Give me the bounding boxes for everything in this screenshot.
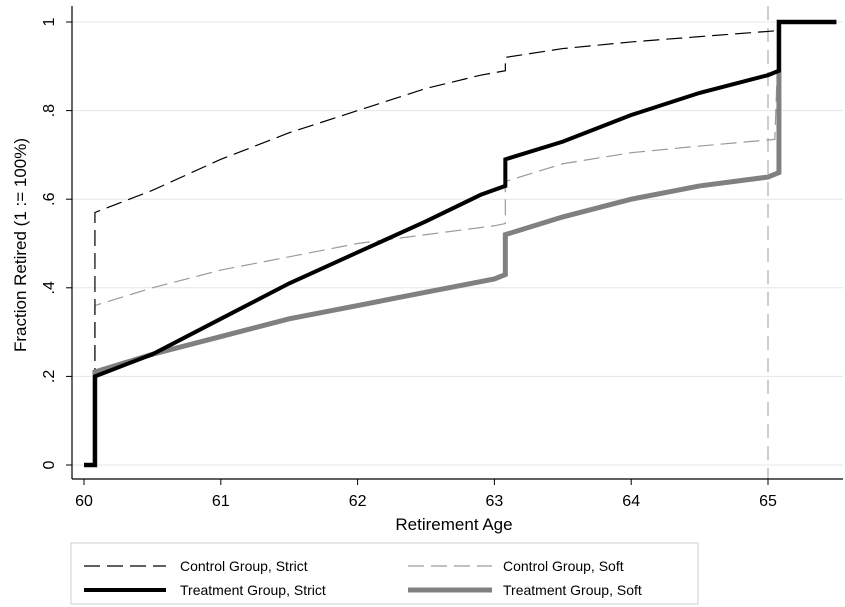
y-tick-label-1: .2 (41, 370, 58, 383)
x-tick-label-3: 63 (486, 493, 504, 510)
axes: 0 .2 .4 .6 .8 1 60 61 62 63 64 65 (41, 6, 843, 510)
x-tick-label-4: 64 (622, 493, 640, 510)
y-tick-label-4: .8 (41, 104, 58, 117)
y-tick-label-2: .4 (41, 281, 58, 294)
legend-label-2: Treatment Group, Strict (180, 582, 326, 598)
x-tick-label-5: 65 (759, 493, 777, 510)
y-axis-title: Fraction Retired (1 := 100%) (11, 138, 30, 352)
legend-label-3: Treatment Group, Soft (503, 582, 642, 598)
legend-box (70, 542, 699, 605)
y-tick-label-3: .6 (41, 192, 58, 205)
series-line-1 (84, 21, 837, 466)
y-tick-label-5: 1 (41, 17, 58, 26)
x-tick-label-0: 60 (75, 493, 93, 510)
legend: Control Group, Strict Control Group, Soft… (70, 542, 699, 605)
series-line-2 (84, 20, 837, 467)
x-tick-label-1: 61 (212, 493, 230, 510)
series-lines (84, 19, 837, 468)
series-line-0 (84, 21, 837, 466)
legend-label-0: Control Group, Strict (180, 558, 308, 574)
x-tick-label-2: 62 (349, 493, 367, 510)
y-tick-label-0: 0 (41, 460, 58, 469)
legend-label-1: Control Group, Soft (503, 558, 624, 574)
x-axis-title: Retirement Age (395, 515, 512, 534)
